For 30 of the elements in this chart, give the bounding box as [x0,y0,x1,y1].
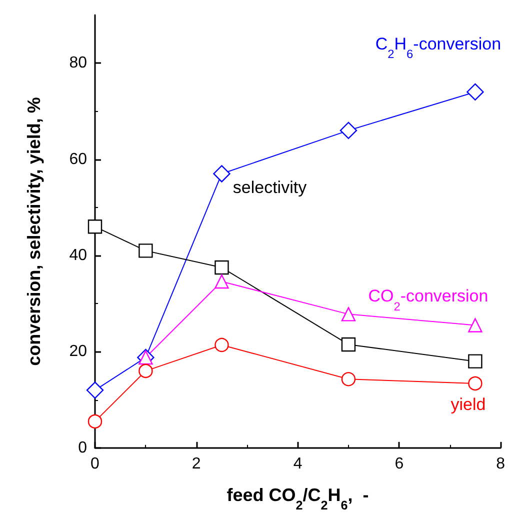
x-tick-label: 6 [394,455,404,472]
x-tick-label: 2 [192,455,201,472]
y-tick-label: 0 [78,439,88,456]
y-axis-title: conversion, selectivity, yield, % [24,97,44,366]
point [341,337,356,352]
point [138,364,153,378]
point [468,376,482,391]
point [341,372,356,386]
text: selectivity [232,178,308,198]
point [88,414,102,429]
point [340,122,358,140]
point [86,382,104,399]
y-tick-label: 60 [69,150,88,168]
y-tick-label: 80 [69,54,88,72]
point [214,274,229,289]
point [466,83,484,101]
point [214,260,229,275]
x-tick-label: 8 [496,455,506,472]
point [341,307,356,322]
y-tick-label: 40 [69,247,88,264]
y-tick-label: 20 [69,343,88,360]
point [214,338,229,352]
x-tick-label: 0 [90,455,100,472]
point [138,244,153,258]
point [468,318,482,332]
x-tick-label: 4 [293,455,302,472]
point [468,354,482,368]
point [213,165,230,182]
series-label: yield [450,394,486,414]
point [88,220,102,234]
